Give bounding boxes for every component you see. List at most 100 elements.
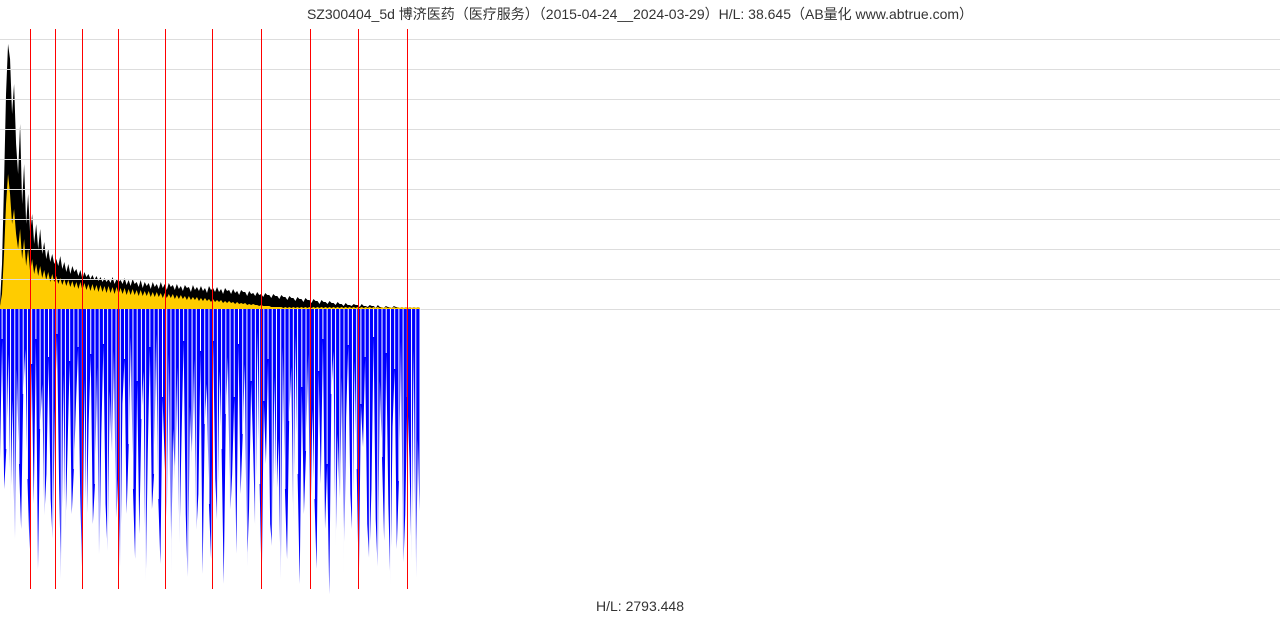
volume-gap bbox=[314, 309, 315, 499]
gridline bbox=[0, 279, 1280, 280]
year-marker-line bbox=[118, 29, 119, 589]
gridline bbox=[0, 39, 1280, 40]
volume-gap bbox=[259, 309, 260, 484]
volume-gap bbox=[369, 309, 370, 564]
volume-gap bbox=[2, 309, 3, 339]
volume-gap bbox=[276, 309, 277, 504]
volume-gap bbox=[196, 309, 197, 534]
volume-gap bbox=[192, 309, 193, 469]
volume-gap bbox=[40, 309, 41, 429]
volume-gap bbox=[111, 309, 112, 464]
volume-gap bbox=[69, 309, 70, 361]
volume-gap bbox=[242, 309, 243, 434]
volume-gap bbox=[149, 309, 150, 347]
volume-gap bbox=[162, 309, 163, 397]
volume-gap bbox=[128, 309, 129, 444]
volume-gap bbox=[187, 309, 188, 589]
volume-gap bbox=[73, 309, 74, 469]
volume-gap bbox=[141, 309, 142, 419]
volume-gap bbox=[170, 309, 171, 579]
volume-gap bbox=[318, 309, 319, 371]
volume-gap bbox=[255, 309, 256, 539]
gridline bbox=[0, 99, 1280, 100]
volume-gap bbox=[86, 309, 87, 539]
upper-area-chart bbox=[0, 24, 1280, 309]
lower-area-chart bbox=[0, 309, 1280, 594]
volume-gap bbox=[103, 309, 104, 344]
volume-gap bbox=[280, 309, 281, 594]
volume-gap bbox=[145, 309, 146, 594]
volume-gap bbox=[230, 309, 231, 519]
volume-gap bbox=[348, 309, 349, 345]
volume-gap bbox=[10, 309, 11, 509]
year-marker-line bbox=[165, 29, 166, 589]
volume-gap bbox=[179, 309, 180, 549]
volume-gap bbox=[56, 309, 57, 334]
volume-gap bbox=[377, 309, 378, 574]
volume-gap bbox=[158, 309, 159, 499]
volume-gap bbox=[18, 309, 19, 464]
volume-gap bbox=[251, 309, 252, 381]
volume-gap bbox=[398, 309, 399, 481]
volume-gap bbox=[411, 309, 412, 564]
volume-gap bbox=[35, 309, 36, 339]
upper-price-panel bbox=[0, 24, 1280, 309]
volume-gap bbox=[183, 309, 184, 341]
volume-gap bbox=[344, 309, 345, 579]
volume-gap bbox=[297, 309, 298, 474]
year-marker-line bbox=[310, 29, 311, 589]
volume-gap bbox=[327, 309, 328, 464]
volume-gap bbox=[352, 309, 353, 539]
volume-gap bbox=[306, 309, 307, 451]
volume-gap bbox=[154, 309, 155, 474]
volume-gap bbox=[415, 309, 416, 594]
year-marker-line bbox=[407, 29, 408, 589]
volume-gap bbox=[107, 309, 108, 554]
volume-gap bbox=[208, 309, 209, 504]
volume-gap bbox=[94, 309, 95, 484]
gridline bbox=[0, 189, 1280, 190]
volume-gap bbox=[335, 309, 336, 554]
volume-gap bbox=[217, 309, 218, 529]
gridline bbox=[0, 159, 1280, 160]
year-marker-line bbox=[358, 29, 359, 589]
volume-gap bbox=[225, 309, 226, 414]
volume-gap bbox=[65, 309, 66, 534]
volume-gap bbox=[403, 309, 404, 573]
year-marker-line bbox=[55, 29, 56, 589]
volume-gap bbox=[14, 309, 15, 559]
volume-gap bbox=[200, 309, 201, 351]
lower-volume-panel bbox=[0, 309, 1280, 594]
gridline bbox=[0, 249, 1280, 250]
volume-gap bbox=[238, 309, 239, 344]
volume-gap bbox=[221, 309, 222, 449]
volume-gap bbox=[272, 309, 273, 549]
volume-gap bbox=[23, 309, 24, 394]
year-marker-line bbox=[212, 29, 213, 589]
volume-gap bbox=[61, 309, 62, 589]
volume-gap bbox=[246, 309, 247, 569]
volume-gap bbox=[268, 309, 269, 359]
chart-area bbox=[0, 24, 1280, 594]
volume-gap bbox=[365, 309, 366, 357]
volume-gap bbox=[99, 309, 100, 574]
volume-gap bbox=[44, 309, 45, 519]
year-marker-line bbox=[30, 29, 31, 589]
year-marker-line bbox=[261, 29, 262, 589]
gridline bbox=[0, 219, 1280, 220]
volume-gap bbox=[6, 309, 7, 449]
volume-gap bbox=[360, 309, 361, 404]
bottom-hl-label: H/L: 2793.448 bbox=[0, 594, 1280, 614]
volume-gap bbox=[52, 309, 53, 544]
volume-gap bbox=[132, 309, 133, 489]
volume-gap bbox=[116, 309, 117, 529]
gridline bbox=[0, 69, 1280, 70]
volume-gap bbox=[175, 309, 176, 484]
volume-gap bbox=[373, 309, 374, 337]
volume-gap bbox=[78, 309, 79, 347]
volume-gap bbox=[48, 309, 49, 357]
volume-gap bbox=[234, 309, 235, 397]
volume-gap bbox=[263, 309, 264, 401]
volume-gap bbox=[331, 309, 332, 394]
volume-gap bbox=[204, 309, 205, 424]
